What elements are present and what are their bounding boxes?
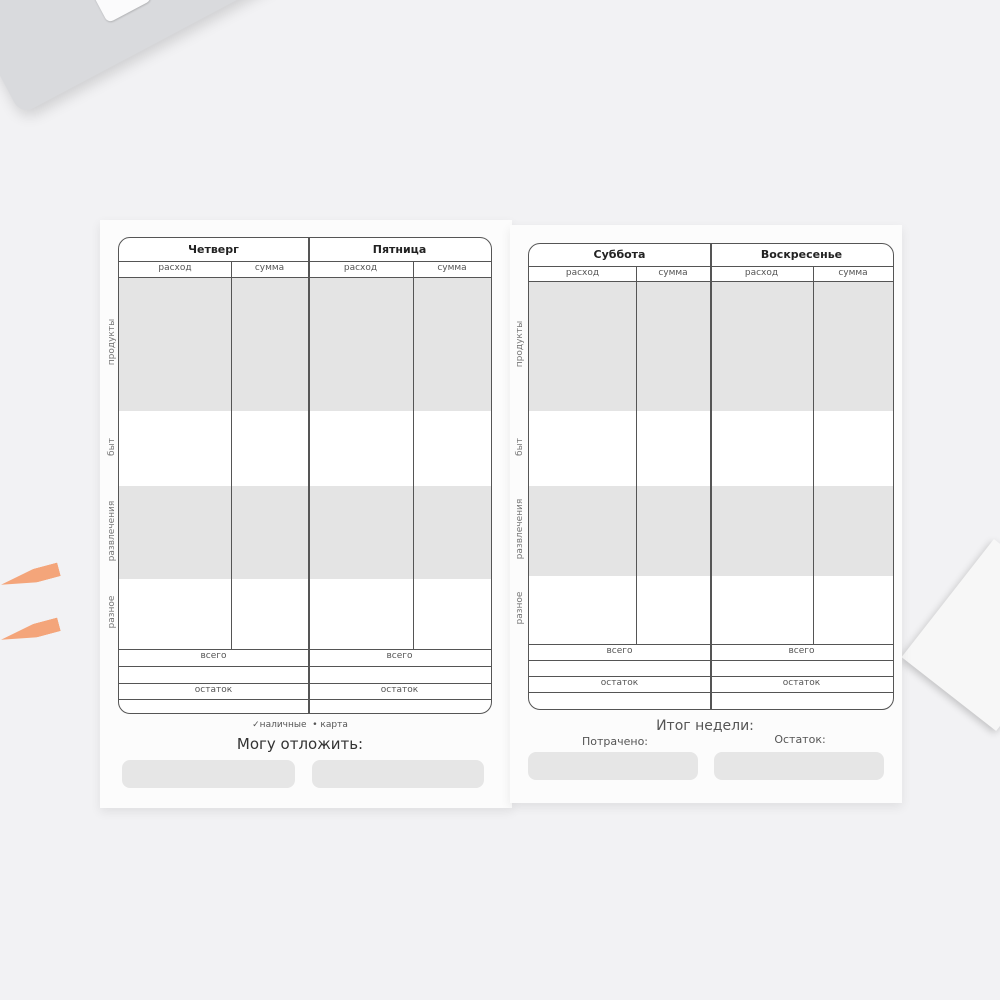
column-sum: сумма — [254, 263, 285, 273]
day-header: Четверг — [188, 242, 239, 256]
column-expense: расход — [565, 268, 600, 278]
pencil — [0, 617, 61, 646]
column-sum: сумма — [437, 263, 467, 273]
column-expense: расход — [343, 263, 378, 273]
legend-card: • карта — [312, 720, 348, 730]
total-label: всего — [788, 646, 815, 656]
category-label: разное — [107, 595, 117, 629]
day-header: Воскресенье — [760, 248, 843, 261]
column-sum: сумма — [838, 268, 868, 278]
spiral-notebook — [901, 538, 1000, 732]
week-total-title: Итог недели: — [656, 718, 754, 734]
left-field[interactable] — [714, 752, 884, 780]
pencil — [0, 562, 61, 591]
day-header: Суббота — [593, 248, 646, 261]
category-label: продукты — [107, 318, 117, 366]
spent-label: Потрачено: — [581, 735, 649, 748]
remainder-label: остаток — [600, 678, 639, 688]
save-field[interactable] — [122, 760, 295, 788]
right-table: Суббота расход сумма всего остаток Воскресень… — [528, 243, 894, 710]
left-label: Остаток: — [774, 733, 826, 746]
keyboard: N T И command — [0, 0, 445, 115]
remainder-label: остаток — [782, 678, 821, 688]
spent-field[interactable] — [528, 752, 698, 780]
total-label: всего — [386, 651, 413, 661]
category-label: разное — [515, 591, 525, 625]
remainder-label: остаток — [380, 685, 419, 695]
column-expense: расход — [744, 268, 779, 278]
save-field[interactable] — [312, 760, 484, 788]
left-table: Четверг расход сумма всего остаток Пятница рас… — [118, 237, 492, 714]
total-label: всего — [606, 646, 633, 656]
column-sum: сумма — [658, 268, 688, 278]
key: И — [86, 0, 153, 24]
legend-cash: ✓наличные — [252, 720, 307, 730]
save-title: Могу отложить: — [236, 735, 364, 753]
column-expense: расход — [158, 263, 192, 273]
category-label: продукты — [515, 320, 525, 368]
total-label: всего — [200, 651, 227, 661]
category-band — [119, 486, 491, 579]
category-band — [119, 277, 491, 411]
payment-legend: ✓наличные • карта — [200, 720, 400, 730]
day-header: Пятница — [372, 242, 427, 256]
remainder-label: остаток — [194, 685, 233, 695]
